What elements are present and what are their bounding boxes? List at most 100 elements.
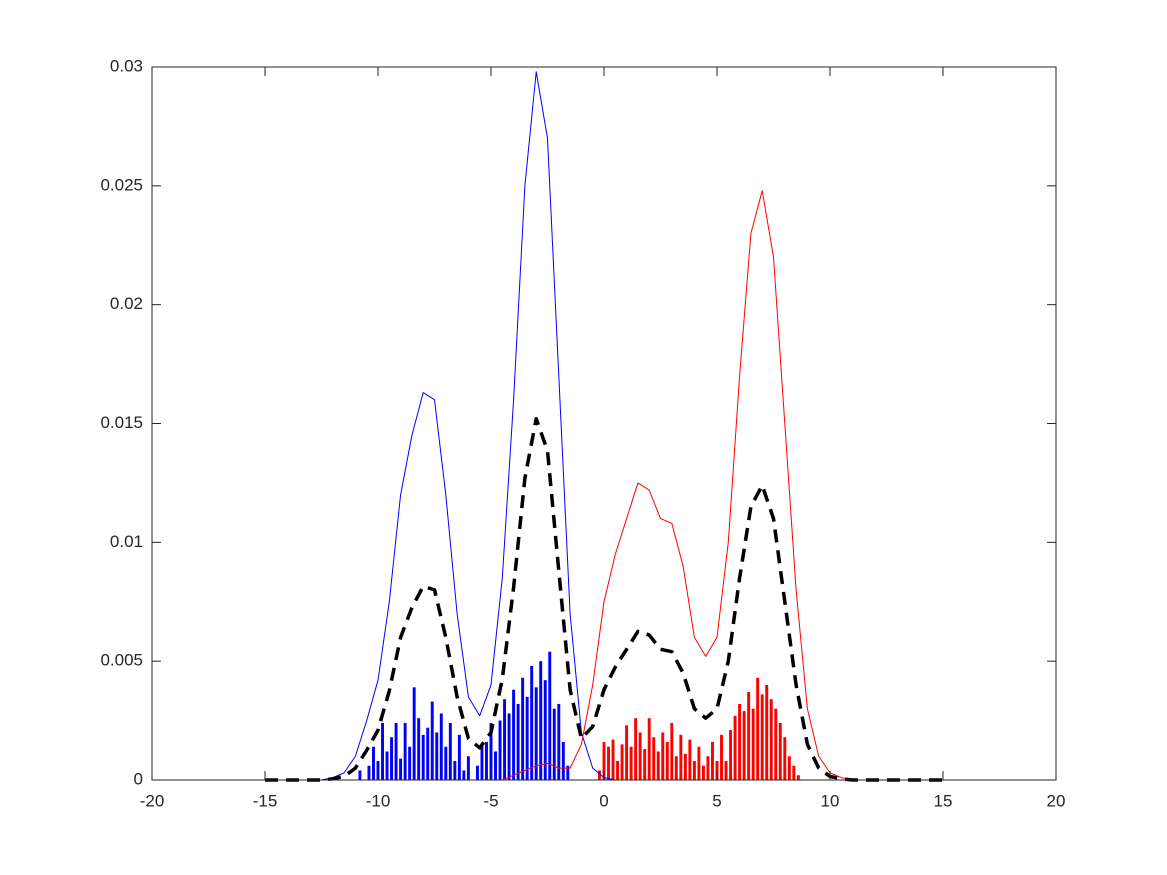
histogram-bar [747,692,751,780]
histogram-bar [421,734,425,780]
histogram-bar [670,722,674,780]
histogram-bar [706,756,710,780]
histogram-bar [611,739,615,780]
histogram-bar [489,722,493,780]
histogram-bar [756,677,760,780]
histogram-bar [367,765,371,780]
histogram-bar [679,734,683,780]
y-tick-label: 0.03 [110,56,143,75]
histogram-bar [625,725,629,780]
histogram-bar [503,699,507,780]
histogram-bar [620,744,624,780]
histogram-bar [390,737,394,780]
histogram-bar [720,734,723,780]
histogram-bar [426,727,430,780]
histogram-bar [598,770,601,780]
histogram-bar [521,677,525,780]
x-tick-label: -10 [366,791,391,810]
histogram-bar [412,687,416,780]
x-tick-label: -5 [483,791,498,810]
histogram-bar [652,737,656,780]
histogram-bar [792,765,796,780]
histogram-bar [629,746,633,780]
histogram-bar [507,713,511,780]
histogram-bar [778,722,782,780]
histogram-bar [665,741,669,780]
histogram-bar [738,703,742,780]
histogram-bar [530,665,534,780]
histogram-bar [394,722,398,780]
histogram-bar [557,703,561,780]
x-tick-label: -15 [253,791,278,810]
histogram-bar [480,744,484,780]
histogram-bar [733,715,737,780]
histogram-bar [674,756,678,780]
histogram-bar [466,756,470,780]
histogram-bar [403,722,407,780]
histogram-bar [602,741,606,780]
histogram-bar [742,711,746,780]
x-tick-label: 5 [712,791,721,810]
histogram-bar [787,756,791,780]
histogram-bar [462,770,466,780]
histogram-bar [616,760,620,780]
histogram-bar [783,737,787,780]
y-tick-label: 0.005 [100,651,143,670]
histogram-bar [701,765,705,780]
histogram-bar [444,746,448,780]
x-tick-label: -20 [140,791,165,810]
x-tick-label: 15 [934,791,953,810]
histogram-bar [661,732,665,780]
histogram-bar [372,746,375,780]
histogram-bar [430,701,434,780]
y-tick-label: 0.025 [100,175,143,194]
histogram-bar [607,746,610,780]
y-tick-label: 0 [134,769,143,788]
histogram-bar [724,760,728,780]
histogram-bar [566,765,570,780]
histogram-bar [435,732,439,780]
y-tick-label: 0.015 [100,413,143,432]
histogram-bar [715,760,719,780]
histogram-bar [448,722,452,780]
histogram-bar [475,765,479,780]
histogram-bar [358,770,362,780]
histogram-bar [494,751,497,780]
histogram-bar [751,708,755,780]
histogram-bar [417,718,421,780]
histogram-bar [548,651,552,780]
histogram-bar [774,708,778,780]
histogram-bar [697,746,701,780]
histogram-bar [634,718,638,780]
histogram-bar [539,661,543,780]
histogram-bar [512,689,516,780]
histogram-bar [656,751,660,780]
histogram-bar [376,760,380,780]
histogram-bar [561,741,565,780]
histogram-bar [543,680,547,780]
histogram-bar [769,699,773,780]
x-tick-label: 10 [821,791,840,810]
histogram-bar [408,746,412,780]
histogram-bar [638,732,642,780]
histogram-bar [711,741,714,780]
histogram-bar [683,753,687,780]
histogram-bar [453,760,457,780]
histogram-bar [485,741,488,780]
histogram-bar [643,749,647,780]
histogram-bar [385,751,389,780]
histogram-bar [498,720,502,780]
histogram-bar [534,687,538,780]
histogram-bar [688,739,692,780]
y-tick-label: 0.01 [110,532,143,551]
y-tick-label: 0.02 [110,294,143,313]
histogram-bar [647,718,651,780]
histogram-bar [760,694,764,780]
histogram-bar [765,684,769,780]
histogram-bar [457,734,461,780]
histogram-bar [439,713,443,780]
x-tick-label: 0 [599,791,608,810]
